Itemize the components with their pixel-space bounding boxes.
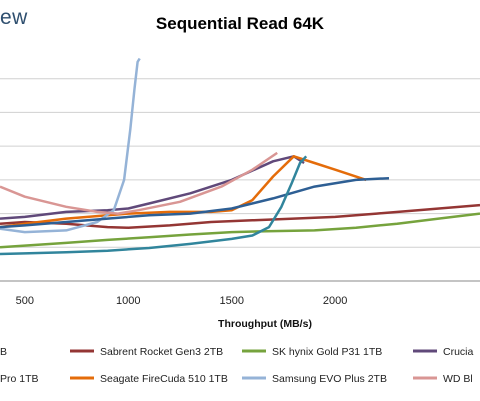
series-line-8 bbox=[0, 155, 308, 256]
gridlines bbox=[0, 78, 480, 248]
x-tick-label: 2000 bbox=[323, 295, 347, 307]
legend-label: Pro 1TB bbox=[0, 373, 39, 385]
legend-label: SK hynix Gold P31 1TB bbox=[272, 346, 382, 358]
series-line-7 bbox=[0, 176, 390, 229]
legend-label: Crucia bbox=[443, 346, 474, 358]
legend-label: Seagate FireCuda 510 1TB bbox=[100, 373, 228, 385]
chart-title: Sequential Read 64K bbox=[155, 14, 325, 33]
x-axis-label: Throughput (MB/s) bbox=[218, 318, 312, 330]
series-line-1 bbox=[0, 203, 480, 229]
x-tick-label: 500 bbox=[16, 295, 34, 307]
series-line-4 bbox=[0, 155, 367, 229]
x-tick-labels: 500 1000 1500 2000 bbox=[16, 295, 348, 307]
series-line-2 bbox=[0, 212, 480, 249]
brand-logo: ew bbox=[0, 6, 28, 29]
series-line-5 bbox=[0, 57, 141, 234]
legend: B Sabrent Rocket Gen3 2TB SK hynix Gold P3… bbox=[0, 346, 474, 385]
series-line-3 bbox=[0, 155, 305, 220]
series-line-6 bbox=[0, 151, 278, 215]
x-tick-label: 1500 bbox=[219, 295, 243, 307]
legend-label: Samsung EVO Plus 2TB bbox=[272, 373, 387, 385]
series-lines bbox=[0, 57, 480, 256]
x-tick-label: 1000 bbox=[116, 295, 140, 307]
legend-label: Sabrent Rocket Gen3 2TB bbox=[100, 346, 223, 358]
legend-label: WD Bl bbox=[443, 373, 473, 385]
legend-label: B bbox=[0, 346, 7, 358]
